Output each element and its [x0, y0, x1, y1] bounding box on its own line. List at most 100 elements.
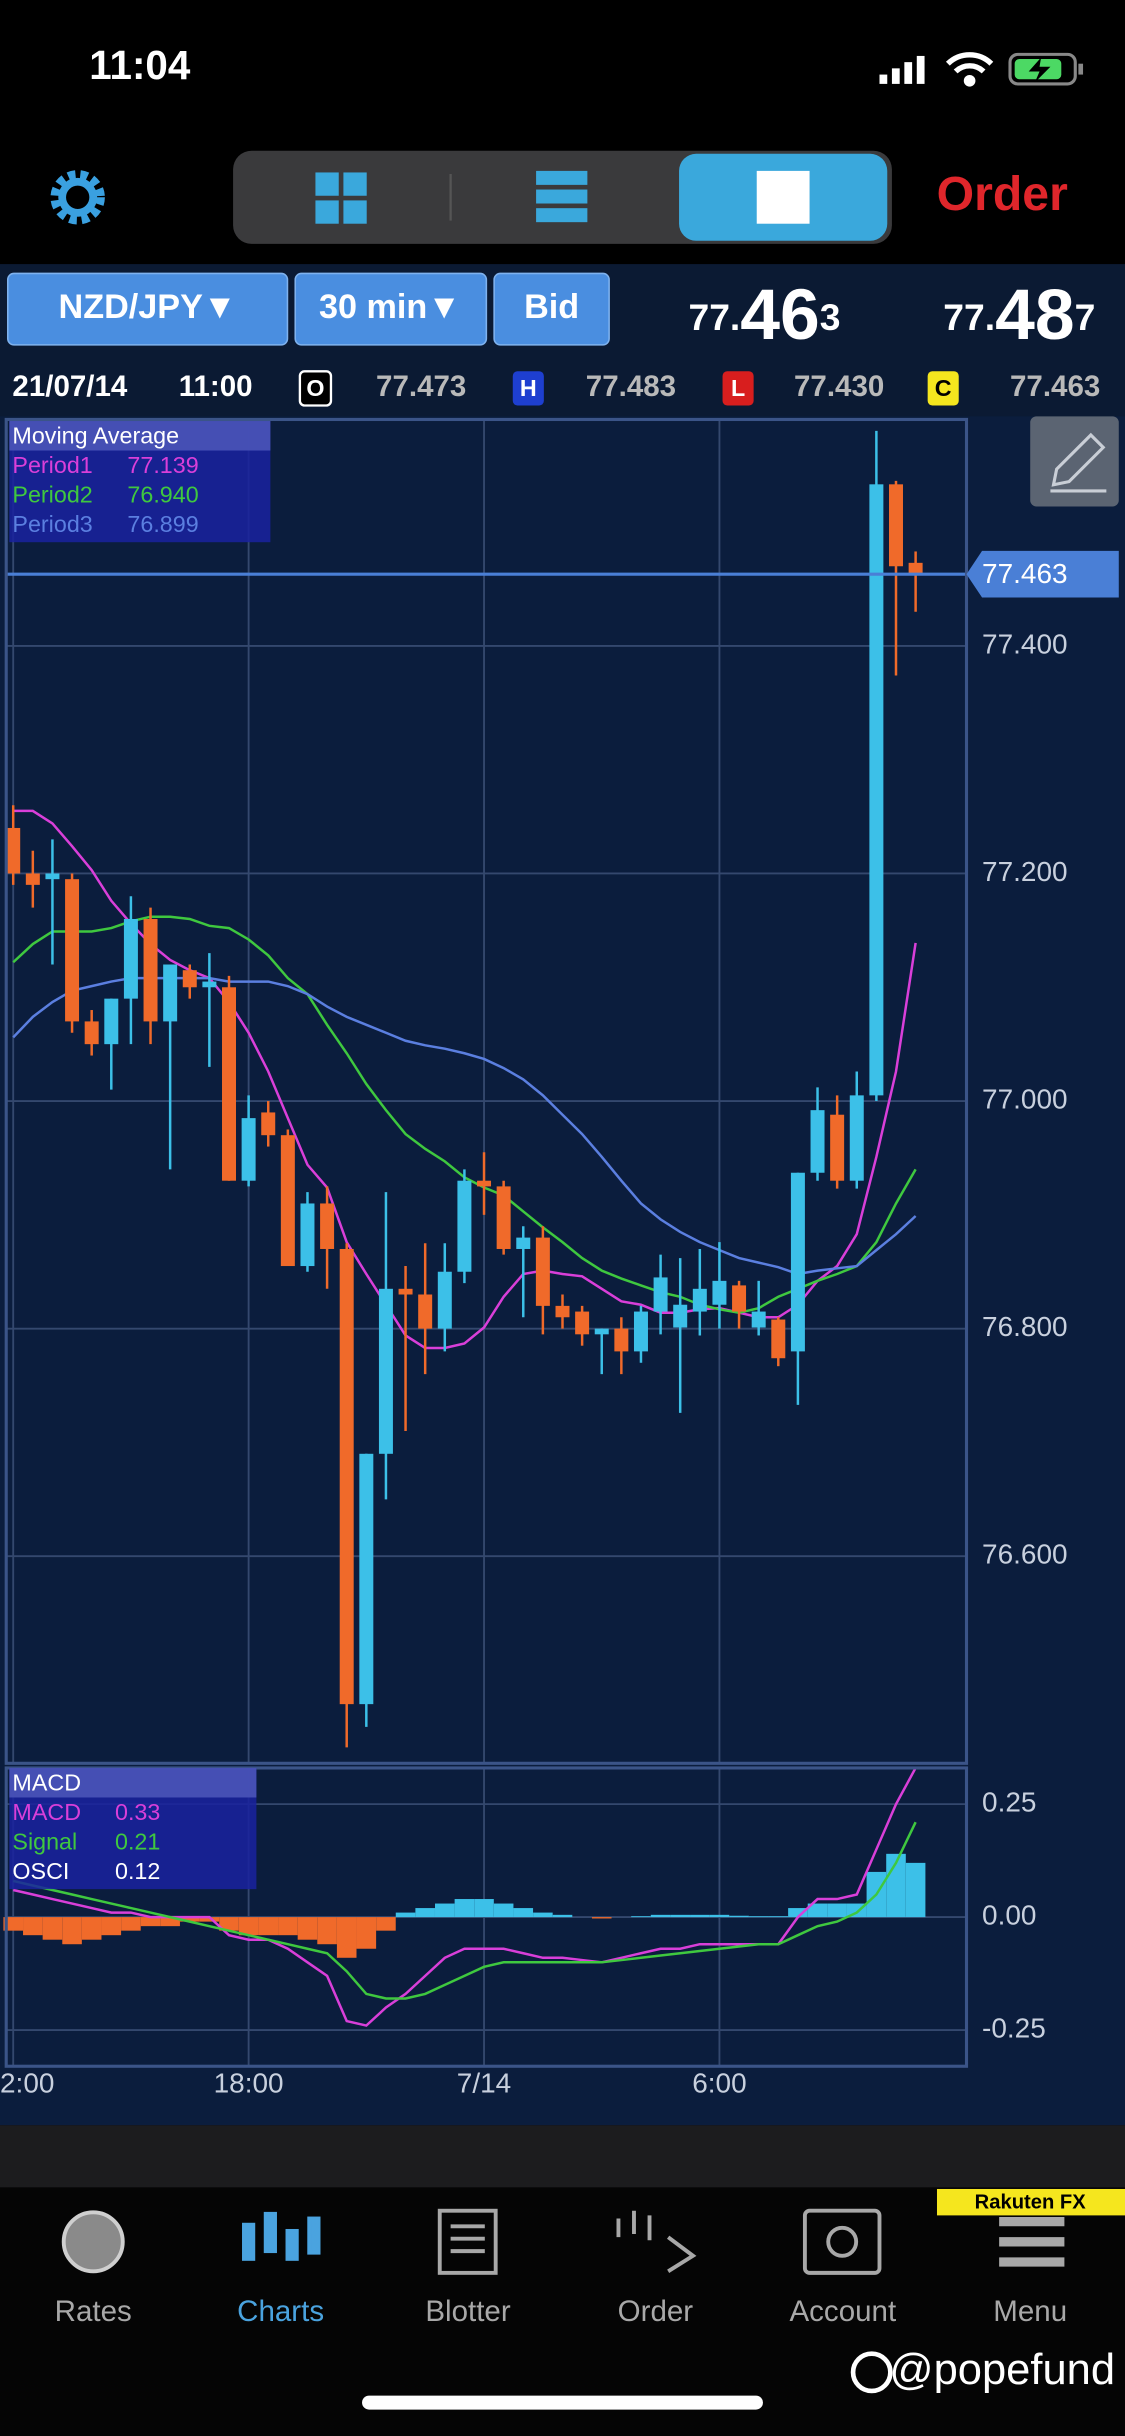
oscillator-bar	[905, 1862, 926, 1918]
oscillator-bar	[238, 1917, 259, 1936]
oscillator-bar	[199, 1917, 220, 1922]
legend-name: Signal	[12, 1828, 77, 1854]
timeframe-button[interactable]	[294, 272, 488, 346]
oscillator-bar	[101, 1917, 122, 1936]
candle-body	[692, 1288, 707, 1312]
candle-body	[359, 1453, 374, 1705]
tab-icons	[61, 2208, 1065, 2275]
oscillator-bar	[768, 1916, 789, 1918]
blotter-lines	[450, 2224, 485, 2254]
oscillator-bar	[807, 1903, 828, 1918]
layout-rows-button[interactable]	[536, 170, 588, 223]
spacer-bar	[0, 2125, 1125, 2188]
layout-grid-button[interactable]	[315, 172, 367, 224]
y-tick-label: 77.400	[982, 628, 1068, 659]
ask-big: 48	[995, 275, 1075, 355]
price-type-button[interactable]	[493, 272, 610, 346]
icon-candle	[263, 2211, 277, 2254]
low-label: L	[731, 375, 745, 401]
oscillator-bar	[690, 1914, 710, 1918]
layout-single-button[interactable]	[679, 153, 888, 241]
low-badge	[722, 371, 754, 406]
battery-icon	[1008, 52, 1084, 86]
gear-teeth	[50, 170, 105, 225]
icon-row	[536, 170, 588, 185]
current-price-label: 77.463	[982, 558, 1068, 589]
oscillator-bar	[297, 1917, 318, 1940]
oscillator-bar	[552, 1914, 573, 1918]
blotter-icon	[437, 2208, 498, 2275]
icon-candle	[285, 2228, 299, 2261]
icon-cell	[315, 172, 339, 196]
pencil-icon	[1050, 432, 1107, 493]
timeframe-label: 30 min▼	[319, 288, 461, 326]
signal-bar	[891, 68, 900, 84]
icon-candle	[307, 2216, 321, 2255]
signal-bar	[904, 62, 913, 84]
candle-body	[45, 873, 60, 880]
price-panel-frame	[4, 417, 969, 1765]
candle-body	[104, 998, 119, 1045]
legend-name: Period1	[12, 452, 92, 478]
pair-button[interactable]	[6, 272, 289, 346]
tab-label[interactable]: Account	[789, 2295, 896, 2328]
candle-body	[751, 1311, 766, 1328]
candle-body	[300, 1203, 315, 1267]
oscillator-bar	[650, 1914, 671, 1918]
close-label: C	[935, 375, 952, 401]
high-badge	[512, 371, 544, 406]
ask-price: 77.487	[943, 275, 1095, 355]
legend-name: MACD	[12, 1799, 81, 1825]
legend-value: 76.940	[127, 482, 198, 508]
y-tick-label: 77.200	[982, 856, 1068, 887]
tab-label[interactable]: Rates	[55, 2295, 132, 2328]
bid-pip: 3	[820, 296, 841, 338]
legend-name: Period2	[12, 482, 92, 508]
candle-body	[398, 1288, 413, 1295]
candle-body	[673, 1304, 688, 1328]
ask-prefix: 77.	[943, 296, 995, 338]
tab-label[interactable]: Blotter	[425, 2295, 510, 2328]
tab-label[interactable]: Order	[618, 2295, 694, 2328]
x-tick-label: 6:00	[692, 2067, 746, 2098]
draw-tool-button[interactable]	[1030, 416, 1119, 507]
candle-body	[6, 827, 21, 874]
icon-cell	[315, 200, 339, 224]
oscillator-bar	[415, 1908, 435, 1918]
order-icon	[616, 2210, 697, 2273]
gear-ring	[58, 177, 98, 217]
oscillator-bar	[219, 1917, 239, 1931]
signal-bar	[879, 74, 888, 84]
close-value: 77.463	[1010, 370, 1100, 403]
candle-body	[418, 1294, 433, 1329]
tab-label[interactable]: Charts	[237, 2295, 324, 2328]
order-button[interactable]: Order	[937, 167, 1068, 221]
high-label: H	[520, 375, 537, 401]
oscillator-bar	[748, 1916, 769, 1918]
bar-time: 11:00	[179, 370, 253, 403]
open-value: 77.473	[376, 370, 466, 403]
icon-square	[756, 170, 810, 224]
bid-big: 46	[740, 275, 820, 355]
settings-button[interactable]	[50, 170, 105, 225]
candle-body	[182, 970, 197, 988]
tab-bar	[0, 2187, 1125, 2436]
oscillator-bar	[827, 1903, 847, 1918]
candle-body	[712, 1280, 727, 1305]
candle-body	[496, 1186, 511, 1249]
candle-body	[261, 1112, 276, 1136]
menu-icon	[999, 2216, 1065, 2267]
candle-body	[437, 1271, 452, 1329]
macd-line	[12, 1821, 917, 2000]
candle-body	[280, 1135, 295, 1267]
candle-body	[732, 1285, 747, 1312]
bar-date: 21/07/14	[12, 370, 127, 403]
y-tick-label: 77.000	[982, 1083, 1068, 1114]
legend-value: 0.33	[115, 1799, 160, 1825]
icon-cell	[343, 172, 367, 196]
tab-label[interactable]: Menu	[993, 2295, 1067, 2328]
candle-body	[830, 1114, 845, 1181]
open-label: O	[306, 375, 324, 401]
